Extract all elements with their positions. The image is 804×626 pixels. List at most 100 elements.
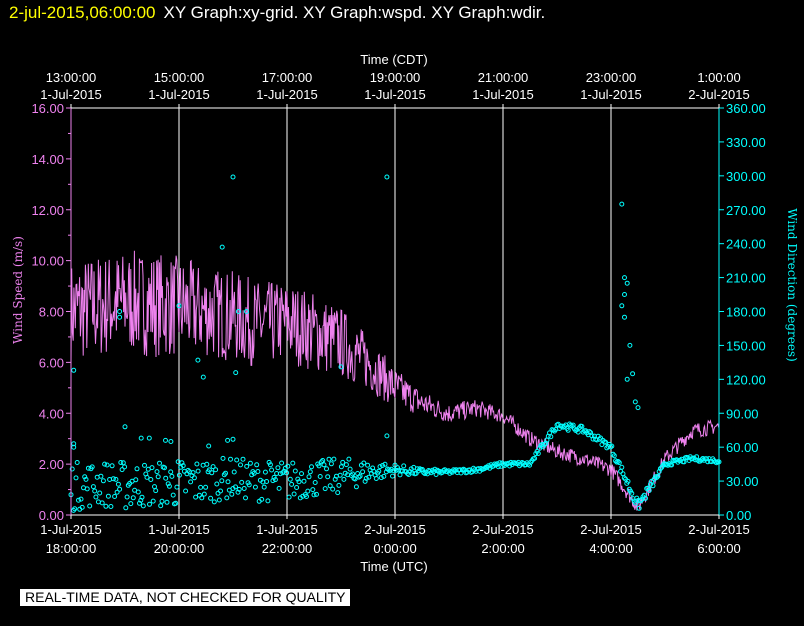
wind-direction-point	[240, 456, 246, 462]
right-tick-label: 120.00	[726, 372, 766, 387]
wind-direction-point	[168, 469, 174, 475]
wind-direction-point	[636, 505, 642, 511]
wind-direction-point	[180, 463, 186, 469]
wind-direction-point	[619, 464, 625, 470]
wind-direction-point	[147, 501, 152, 507]
wind-direction-outlier	[71, 441, 77, 447]
wind-direction-point	[223, 470, 228, 476]
wind-direction-point	[434, 467, 440, 473]
wind-direction-point	[657, 466, 663, 472]
wind-direction-point	[579, 423, 585, 429]
top-tick-date: 1-Jul-2015	[364, 87, 425, 102]
wind-direction-point	[128, 501, 134, 507]
wind-direction-point	[139, 494, 145, 500]
wind-direction-point	[542, 441, 547, 447]
wind-direction-outlier	[619, 201, 625, 207]
wind-direction-point	[133, 477, 139, 483]
wind-direction-point	[176, 472, 182, 478]
wind-direction-point	[321, 462, 327, 468]
wind-direction-point	[134, 466, 140, 472]
wind-direction-point	[310, 487, 316, 493]
wind-direction-outlier	[624, 280, 630, 286]
wind-direction-point	[150, 498, 156, 504]
grid-lines	[178, 108, 612, 515]
bottom-tick-time: 4:00:00	[589, 541, 632, 556]
left-tick-label: 16.00	[31, 101, 64, 116]
wind-direction-point	[309, 464, 314, 470]
wind-direction-point	[347, 466, 353, 472]
wind-direction-point	[301, 478, 307, 484]
top-tick-date: 2-Jul-2015	[688, 87, 749, 102]
left-axis-label: Wind Speed (m/s)	[11, 236, 25, 344]
wind-direction-point	[392, 462, 398, 468]
wind-direction-outlier	[225, 437, 231, 443]
wind-direction-point	[609, 443, 615, 449]
header-graph-titles: XY Graph:xy-grid. XY Graph:wspd. XY Grap…	[163, 3, 546, 22]
wind-direction-point	[158, 503, 164, 509]
wind-direction-point	[363, 475, 369, 481]
wind-direction-point	[634, 495, 640, 501]
right-tick-label: 360.00	[726, 101, 766, 116]
wind-direction-point	[264, 479, 270, 484]
wind-direction-point	[120, 460, 126, 466]
right-tick-label: 60.00	[726, 440, 759, 455]
wind-direction-point	[638, 498, 643, 504]
wind-direction-point	[118, 460, 124, 465]
wind-direction-outlier	[384, 433, 390, 439]
wind-direction-point	[357, 473, 363, 479]
chart-header: 2-jul-2015,06:00:00 XY Graph:xy-grid. XY …	[9, 2, 545, 24]
wind-direction-point	[199, 495, 205, 501]
wind-direction-point	[255, 469, 261, 474]
left-tick-label: 8.00	[39, 305, 64, 320]
wind-direction-point	[235, 489, 241, 495]
wind-direction-point	[78, 496, 84, 502]
wind-direction-point	[296, 479, 302, 485]
bottom-tick-date: 2-Jul-2015	[580, 522, 641, 537]
wind-direction-point	[238, 462, 243, 468]
wind-direction-point	[82, 474, 88, 480]
wind-direction-outlier	[235, 309, 241, 314]
right-tick-label: 30.00	[726, 474, 759, 489]
wind-direction-point	[537, 445, 543, 451]
wind-direction-point	[164, 499, 170, 505]
wind-direction-point	[241, 486, 247, 491]
wind-direction-point	[314, 491, 319, 497]
wind-direction-point	[388, 466, 394, 472]
wind-direction-point	[316, 463, 322, 469]
wind-direction-point	[105, 493, 111, 499]
wind-direction-point	[169, 473, 175, 479]
wind-direction-point	[294, 485, 300, 490]
wind-direction-point	[193, 494, 199, 500]
wind-direction-point	[170, 492, 176, 498]
wind-direction-point	[494, 461, 500, 467]
wind-direction-point	[285, 463, 291, 469]
wind-direction-point	[291, 491, 297, 497]
wind-direction-point	[93, 494, 99, 500]
wind-direction-point	[615, 459, 621, 464]
wind-direction-point	[646, 488, 652, 493]
wind-direction-point	[204, 461, 210, 467]
bottom-tick-time: 20:00:00	[154, 541, 205, 556]
wind-direction-point	[244, 463, 250, 469]
wind-direction-outlier	[622, 314, 627, 320]
wind-direction-point	[149, 465, 155, 471]
wind-direction-point	[208, 495, 214, 501]
wind-direction-point	[259, 496, 265, 502]
wind-direction-point	[144, 474, 150, 480]
wind-direction-outlier	[622, 275, 627, 281]
wind-direction-point	[625, 478, 631, 484]
left-tick-label: 12.00	[31, 203, 64, 218]
wind-direction-outlier	[244, 309, 249, 314]
wind-direction-point	[432, 466, 438, 472]
wind-direction-outlier	[146, 435, 152, 441]
wind-direction-point	[124, 494, 130, 500]
wind-direction-point	[102, 461, 108, 467]
wind-direction-point	[254, 462, 260, 468]
wind-direction-point	[74, 460, 80, 465]
wind-direction-point	[361, 460, 367, 466]
wind-direction-point	[326, 456, 332, 462]
wind-direction-outlier	[619, 303, 625, 309]
right-tick-label: 90.00	[726, 406, 759, 421]
wind-direction-point	[225, 479, 231, 485]
